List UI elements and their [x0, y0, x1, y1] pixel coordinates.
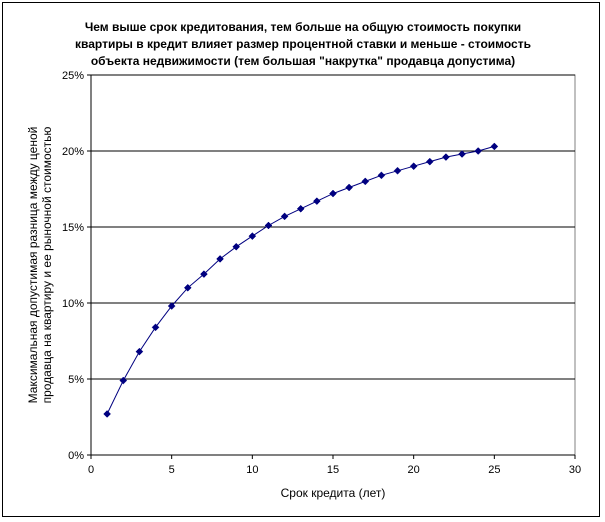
data-point	[313, 197, 321, 206]
x-tick-label-25: 25	[488, 464, 500, 476]
x-axis-ticks: 0 5 10 15 20 25 30	[88, 455, 581, 476]
x-tick-label-15: 15	[327, 464, 339, 476]
data-point	[393, 166, 402, 175]
chart-title: Чем выше срок кредитования, тем больше н…	[75, 20, 531, 68]
y-tick-label-20: 20%	[62, 146, 84, 158]
x-axis-label: Срок кредита (лет)	[281, 486, 386, 500]
y-axis-label: Максимальная допустимая разница между це…	[26, 127, 54, 404]
data-point	[167, 302, 176, 310]
x-tick-label-30: 30	[569, 464, 581, 476]
data-point	[377, 171, 386, 180]
y-tick-label-0: 0%	[68, 450, 84, 462]
plot-area	[90, 74, 576, 456]
y-tick-label-15: 15%	[62, 222, 84, 234]
data-point	[474, 147, 483, 155]
chart-title-line-2: квартиры в кредит влияет размер процентн…	[75, 37, 531, 51]
x-tick-label-10: 10	[246, 464, 258, 476]
data-point	[442, 153, 450, 161]
chart-title-line-1: Чем выше срок кредитования, тем больше н…	[85, 20, 521, 34]
data-point	[232, 242, 241, 251]
data-point	[135, 347, 144, 356]
data-point	[248, 232, 257, 240]
data-point	[151, 323, 160, 332]
data-point	[409, 162, 418, 171]
data-point	[458, 150, 466, 158]
y-axis-ticks: 0% 5% 10% 15% 20% 25%	[62, 70, 91, 462]
chart-frame: Чем выше срок кредитования, тем больше н…	[2, 2, 600, 517]
x-tick-label-20: 20	[408, 464, 420, 476]
y-axis-label-line-1: Максимальная допустимая разница между це…	[26, 127, 40, 404]
x-tick-label-0: 0	[88, 464, 94, 476]
data-point	[296, 204, 305, 213]
data-point	[490, 142, 499, 151]
y-axis-label-line-2: продавца на квартиру и ее рыночной стоим…	[40, 127, 54, 404]
y-tick-label-5: 5%	[68, 374, 84, 386]
y-tick-label-25: 25%	[62, 70, 84, 82]
x-tick-label-5: 5	[169, 464, 175, 476]
chart-canvas: Чем выше срок кредитования, тем больше н…	[26, 20, 581, 500]
data-point	[361, 177, 370, 186]
data-point	[425, 157, 434, 166]
data-point	[103, 410, 111, 418]
data-point	[329, 189, 337, 198]
data-point	[216, 255, 224, 263]
data-point	[200, 270, 208, 278]
data-point	[345, 183, 353, 192]
data-point	[280, 212, 289, 221]
y-tick-label-10: 10%	[62, 298, 84, 310]
chart-title-line-3: объекта недвижимости (тем большая "накру…	[91, 54, 515, 68]
data-point	[183, 283, 192, 292]
data-point	[119, 376, 128, 385]
series-group	[103, 142, 499, 418]
data-point	[264, 221, 273, 230]
